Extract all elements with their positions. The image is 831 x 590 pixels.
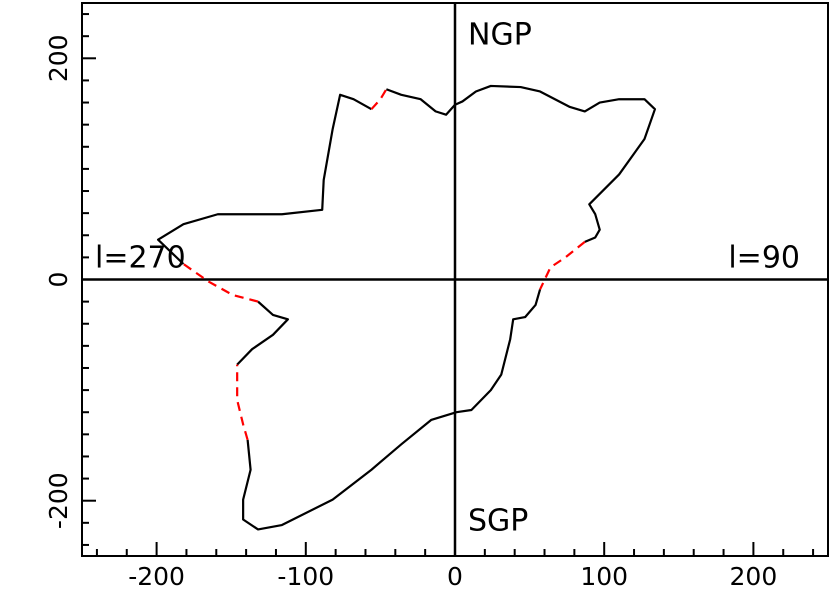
contour-line [182,88,586,441]
x-tick-label: 0 [447,562,463,590]
x-tick-label: -100 [277,562,334,590]
annotation: l=270 [95,241,186,276]
x-tick-label: 100 [580,562,628,590]
y-tick-label: -200 [44,472,73,529]
contour-line [156,84,657,531]
x-tick-label: -200 [128,562,185,590]
annotation: SGP [468,504,528,539]
y-tick-label: 200 [44,34,73,82]
x-tick-label: 200 [730,562,778,590]
annotation: NGP [468,18,532,53]
y-tick-label: 0 [44,272,73,288]
annotation: l=90 [728,241,800,276]
